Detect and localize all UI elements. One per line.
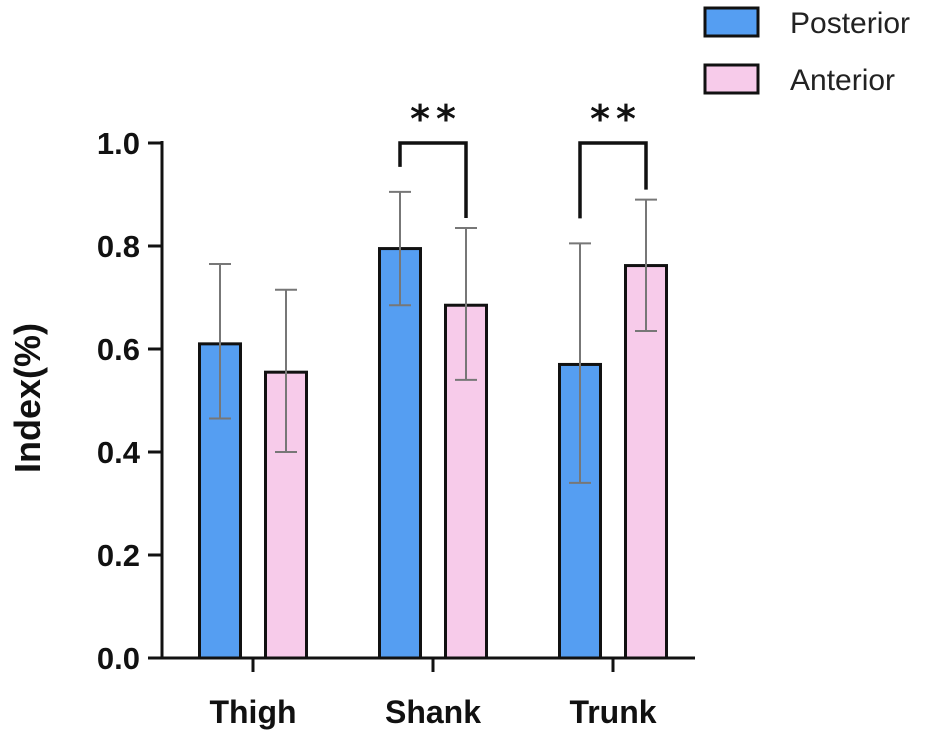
bar-posterior-shank (378, 247, 422, 660)
error-bars (209, 190, 657, 484)
legend: Posterior Anterior (703, 6, 910, 97)
significance-bracket (578, 141, 648, 219)
x-tick-label-trunk: Trunk (569, 694, 656, 730)
y-tick-label: 0.4 (97, 435, 141, 470)
axes: 0.0 0.2 0.4 0.6 0.8 1.0 Thigh Shank Trunk (97, 126, 695, 730)
significance-label: ** (410, 97, 462, 141)
significance-annotations: ** ** (398, 97, 648, 219)
y-axis-title: Index(%) (7, 323, 48, 473)
y-tick-label: 0.6 (97, 332, 140, 367)
y-tick-label: 1.0 (97, 126, 140, 161)
y-tick-label: 0.2 (97, 538, 140, 573)
significance-bracket (398, 141, 468, 218)
y-tick-label: 0.0 (97, 641, 140, 676)
bars (198, 247, 668, 660)
significance-label: ** (590, 97, 642, 141)
legend-label-anterior: Anterior (790, 64, 895, 97)
x-tick-label-shank: Shank (385, 694, 481, 730)
legend-label-posterior: Posterior (790, 7, 910, 40)
x-tick-label-thigh: Thigh (209, 694, 296, 730)
y-tick-label: 0.8 (97, 229, 140, 264)
legend-swatch-posterior (703, 6, 760, 38)
legend-swatch-anterior (703, 63, 760, 95)
